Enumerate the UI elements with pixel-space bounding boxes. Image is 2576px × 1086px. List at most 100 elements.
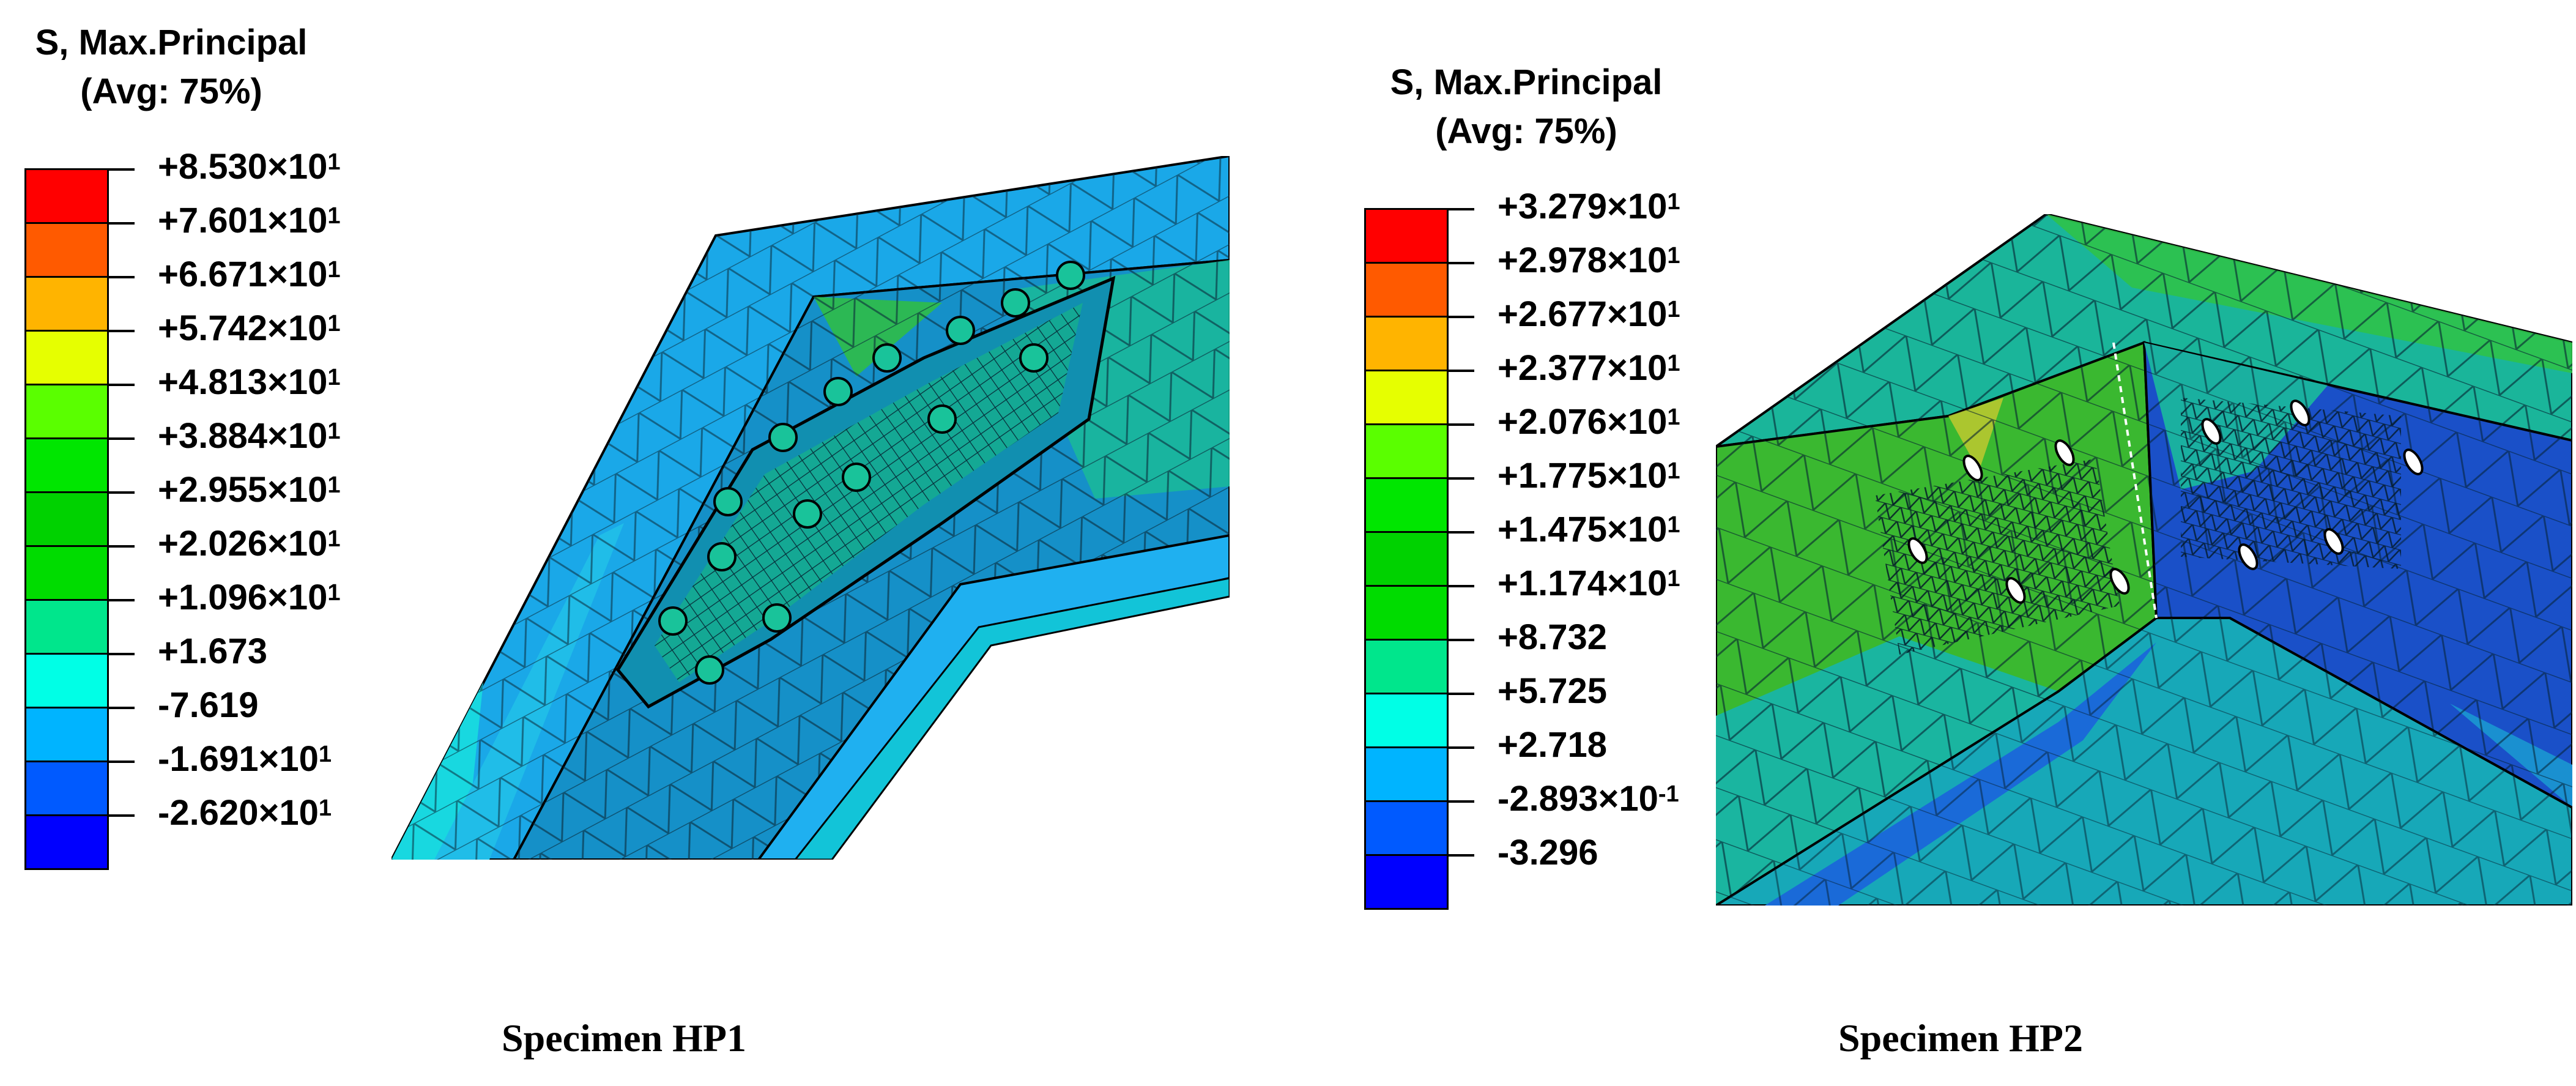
legend-tick (109, 599, 135, 601)
legend-swatch (24, 168, 109, 224)
legend-swatch (24, 761, 109, 816)
bolt-holes (1907, 400, 2424, 604)
figure-caption: Specimen HP1 (502, 1016, 746, 1060)
lower-flange (757, 534, 1230, 860)
legend-tick (109, 384, 135, 386)
left-web (1716, 341, 2158, 906)
legend-tick (109, 653, 135, 655)
legend-value-mantissa: +3.884×10 (158, 416, 328, 456)
top-flange (1716, 214, 2572, 448)
legend-value: +8.732 (1498, 619, 1607, 656)
legend-swatch (24, 545, 109, 601)
legend-value-mantissa: -2.893×10 (1498, 779, 1658, 819)
legend-value: +2.978×101 (1498, 242, 1680, 279)
panel-specimen-hp1: S, Max.Principal (Avg: 75%) +8.530×101 +7… (0, 18, 1230, 1060)
legend-swatch (24, 653, 109, 709)
legend-value-mantissa: -1.691×10 (158, 739, 319, 779)
legend-value-mantissa: +2.718 (1498, 725, 1608, 765)
lower-flange (1716, 617, 2572, 906)
legend-value-mantissa: +3.279×10 (1498, 187, 1668, 226)
legend-title: S, Max.Principal (Avg: 75%) (0, 18, 343, 116)
legend-value-mantissa: +2.026×10 (158, 524, 328, 563)
legend-value-mantissa: +2.677×10 (1498, 294, 1668, 334)
legend-value-exponent: 1 (1667, 566, 1680, 592)
legend-swatch (1364, 262, 1449, 318)
legend-value-exponent: 1 (1667, 243, 1680, 269)
legend-value: +4.813×101 (158, 364, 341, 401)
legend-value-mantissa: +2.076×10 (1498, 402, 1668, 442)
panel-specimen-hp2: S, Max.Principal (Avg: 75%) +3.279×101 +2… (1288, 0, 2576, 1086)
legend-value-mantissa: +7.601×10 (158, 201, 328, 240)
legend-value: +1.475×101 (1498, 511, 1680, 548)
legend-swatch (24, 384, 109, 439)
legend-value: -1.691×101 (158, 741, 332, 778)
legend-tick (1449, 262, 1474, 264)
legend-value-exponent: 1 (318, 795, 332, 821)
legend-value-exponent: 1 (1667, 404, 1680, 430)
legend-value-exponent: 1 (1667, 189, 1680, 215)
legend-tick (109, 491, 135, 494)
legend-value-mantissa: +1.174×10 (1498, 563, 1668, 603)
legend-swatch (1364, 370, 1449, 425)
legend-tick (1449, 208, 1474, 210)
legend-value-exponent: 1 (1667, 458, 1680, 484)
legend-value-exponent: 1 (1667, 351, 1680, 376)
legend-value-exponent: 1 (327, 311, 341, 337)
legend-swatch (24, 707, 109, 762)
legend-swatch (1364, 746, 1449, 802)
legend-tick (109, 707, 135, 709)
legend-title-averaging: (Avg: 75%) (80, 72, 262, 111)
legend-value: +1.174×101 (1498, 565, 1680, 602)
outer-flange (392, 156, 1230, 860)
legend-tick (1449, 854, 1474, 857)
legend-tick (1449, 639, 1474, 641)
legend-value-mantissa: +2.978×10 (1498, 240, 1668, 280)
legend-tick (1449, 531, 1474, 534)
legend-title-variable: S, Max.Principal (1390, 62, 1663, 102)
legend-value: -2.893×10-1 (1498, 781, 1679, 817)
legend-swatch (24, 437, 109, 493)
legend-tick (109, 330, 135, 332)
figure-caption: Specimen HP2 (1838, 1016, 2083, 1060)
patch-plate (615, 261, 1116, 709)
legend-value: +2.026×101 (158, 526, 341, 562)
fe-model-view-hp2 (1716, 214, 2572, 906)
legend-swatch (1364, 531, 1449, 587)
legend-value-mantissa: -7.619 (158, 685, 259, 725)
legend-value-mantissa: +8.530×10 (158, 147, 328, 187)
legend-swatch (24, 814, 109, 870)
bolt-holes (658, 261, 1085, 685)
legend-swatch (1364, 477, 1449, 533)
legend-value: +6.671×101 (158, 256, 341, 293)
legend-swatch (24, 491, 109, 547)
legend-value-exponent: 1 (327, 526, 341, 552)
legend-tick (109, 168, 135, 171)
legend-tick (109, 761, 135, 763)
legend-value: +2.677×101 (1498, 296, 1680, 333)
legend-value: +3.279×101 (1498, 188, 1680, 225)
legend-title: S, Max.Principal (Avg: 75%) (1355, 58, 1698, 156)
legend-swatch (1364, 693, 1449, 748)
legend-value-mantissa: +5.742×10 (158, 308, 328, 348)
legend-value: +1.096×101 (158, 579, 341, 616)
legend-tick (109, 222, 135, 225)
fe-model-view-hp1 (392, 156, 1230, 860)
legend-swatch (1364, 585, 1449, 641)
legend-swatch (1364, 639, 1449, 694)
legend-title-averaging: (Avg: 75%) (1435, 111, 1617, 151)
legend-swatch (1364, 854, 1449, 910)
legend-swatch (24, 599, 109, 655)
legend-value-mantissa: +1.475×10 (1498, 510, 1668, 549)
legend-value-mantissa: +1.673 (158, 631, 268, 671)
legend-value: +1.673 (158, 633, 267, 670)
legend-tick (1449, 370, 1474, 372)
legend-tick (1449, 800, 1474, 803)
legend-value-exponent: 1 (318, 742, 332, 767)
legend-value-exponent: 1 (327, 203, 341, 229)
legend-value-exponent: 1 (327, 149, 341, 175)
legend-value-mantissa: +2.377×10 (1498, 348, 1668, 388)
legend-tick (1449, 423, 1474, 426)
right-web (2142, 341, 2572, 809)
legend-tick (109, 437, 135, 440)
legend-tick (1449, 693, 1474, 695)
